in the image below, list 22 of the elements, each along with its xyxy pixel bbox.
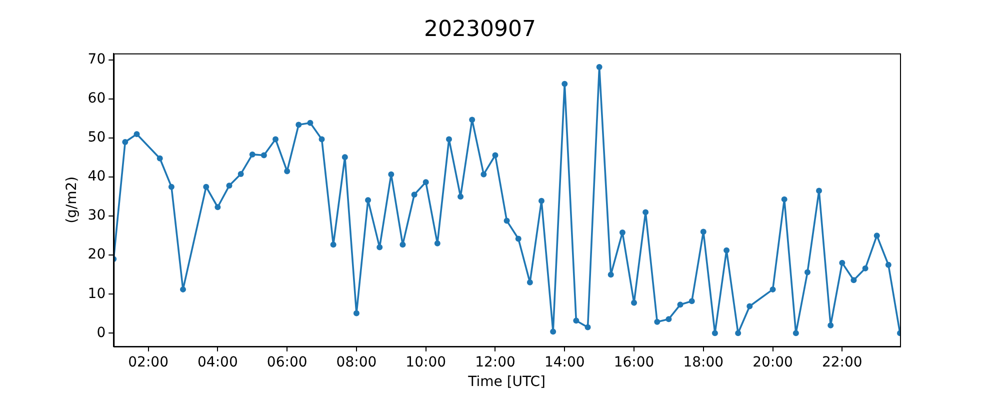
y-axis-title: (g/m2) — [64, 176, 80, 224]
x-tick-label: 20:00 — [752, 354, 793, 370]
y-tick-label: 40 — [88, 168, 106, 185]
x-tick-label: 10:00 — [406, 354, 446, 370]
y-tick-label: 0 — [96, 324, 106, 341]
x-tick-label: 22:00 — [822, 354, 862, 370]
x-tick-label: 14:00 — [544, 354, 585, 370]
x-tick-label: 02:00 — [128, 354, 168, 370]
y-tick-label: 10 — [88, 286, 106, 302]
x-tick-label: 12:00 — [475, 354, 516, 370]
y-tick-label: 60 — [88, 90, 106, 107]
y-tick-label: 30 — [88, 208, 106, 224]
x-tick-label: 16:00 — [614, 354, 654, 370]
x-axis-title: Time [UTC] — [467, 374, 546, 390]
y-tick-label: 20 — [88, 246, 106, 263]
x-tick-label: 04:00 — [198, 354, 238, 370]
y-tick-label: 50 — [88, 130, 106, 146]
x-tick-label: 18:00 — [683, 354, 724, 370]
y-tick-label: 70 — [88, 52, 106, 68]
x-tick-label: 06:00 — [266, 354, 308, 370]
chart-title: 20230907 — [424, 16, 536, 42]
x-tick-label: 08:00 — [336, 354, 377, 370]
